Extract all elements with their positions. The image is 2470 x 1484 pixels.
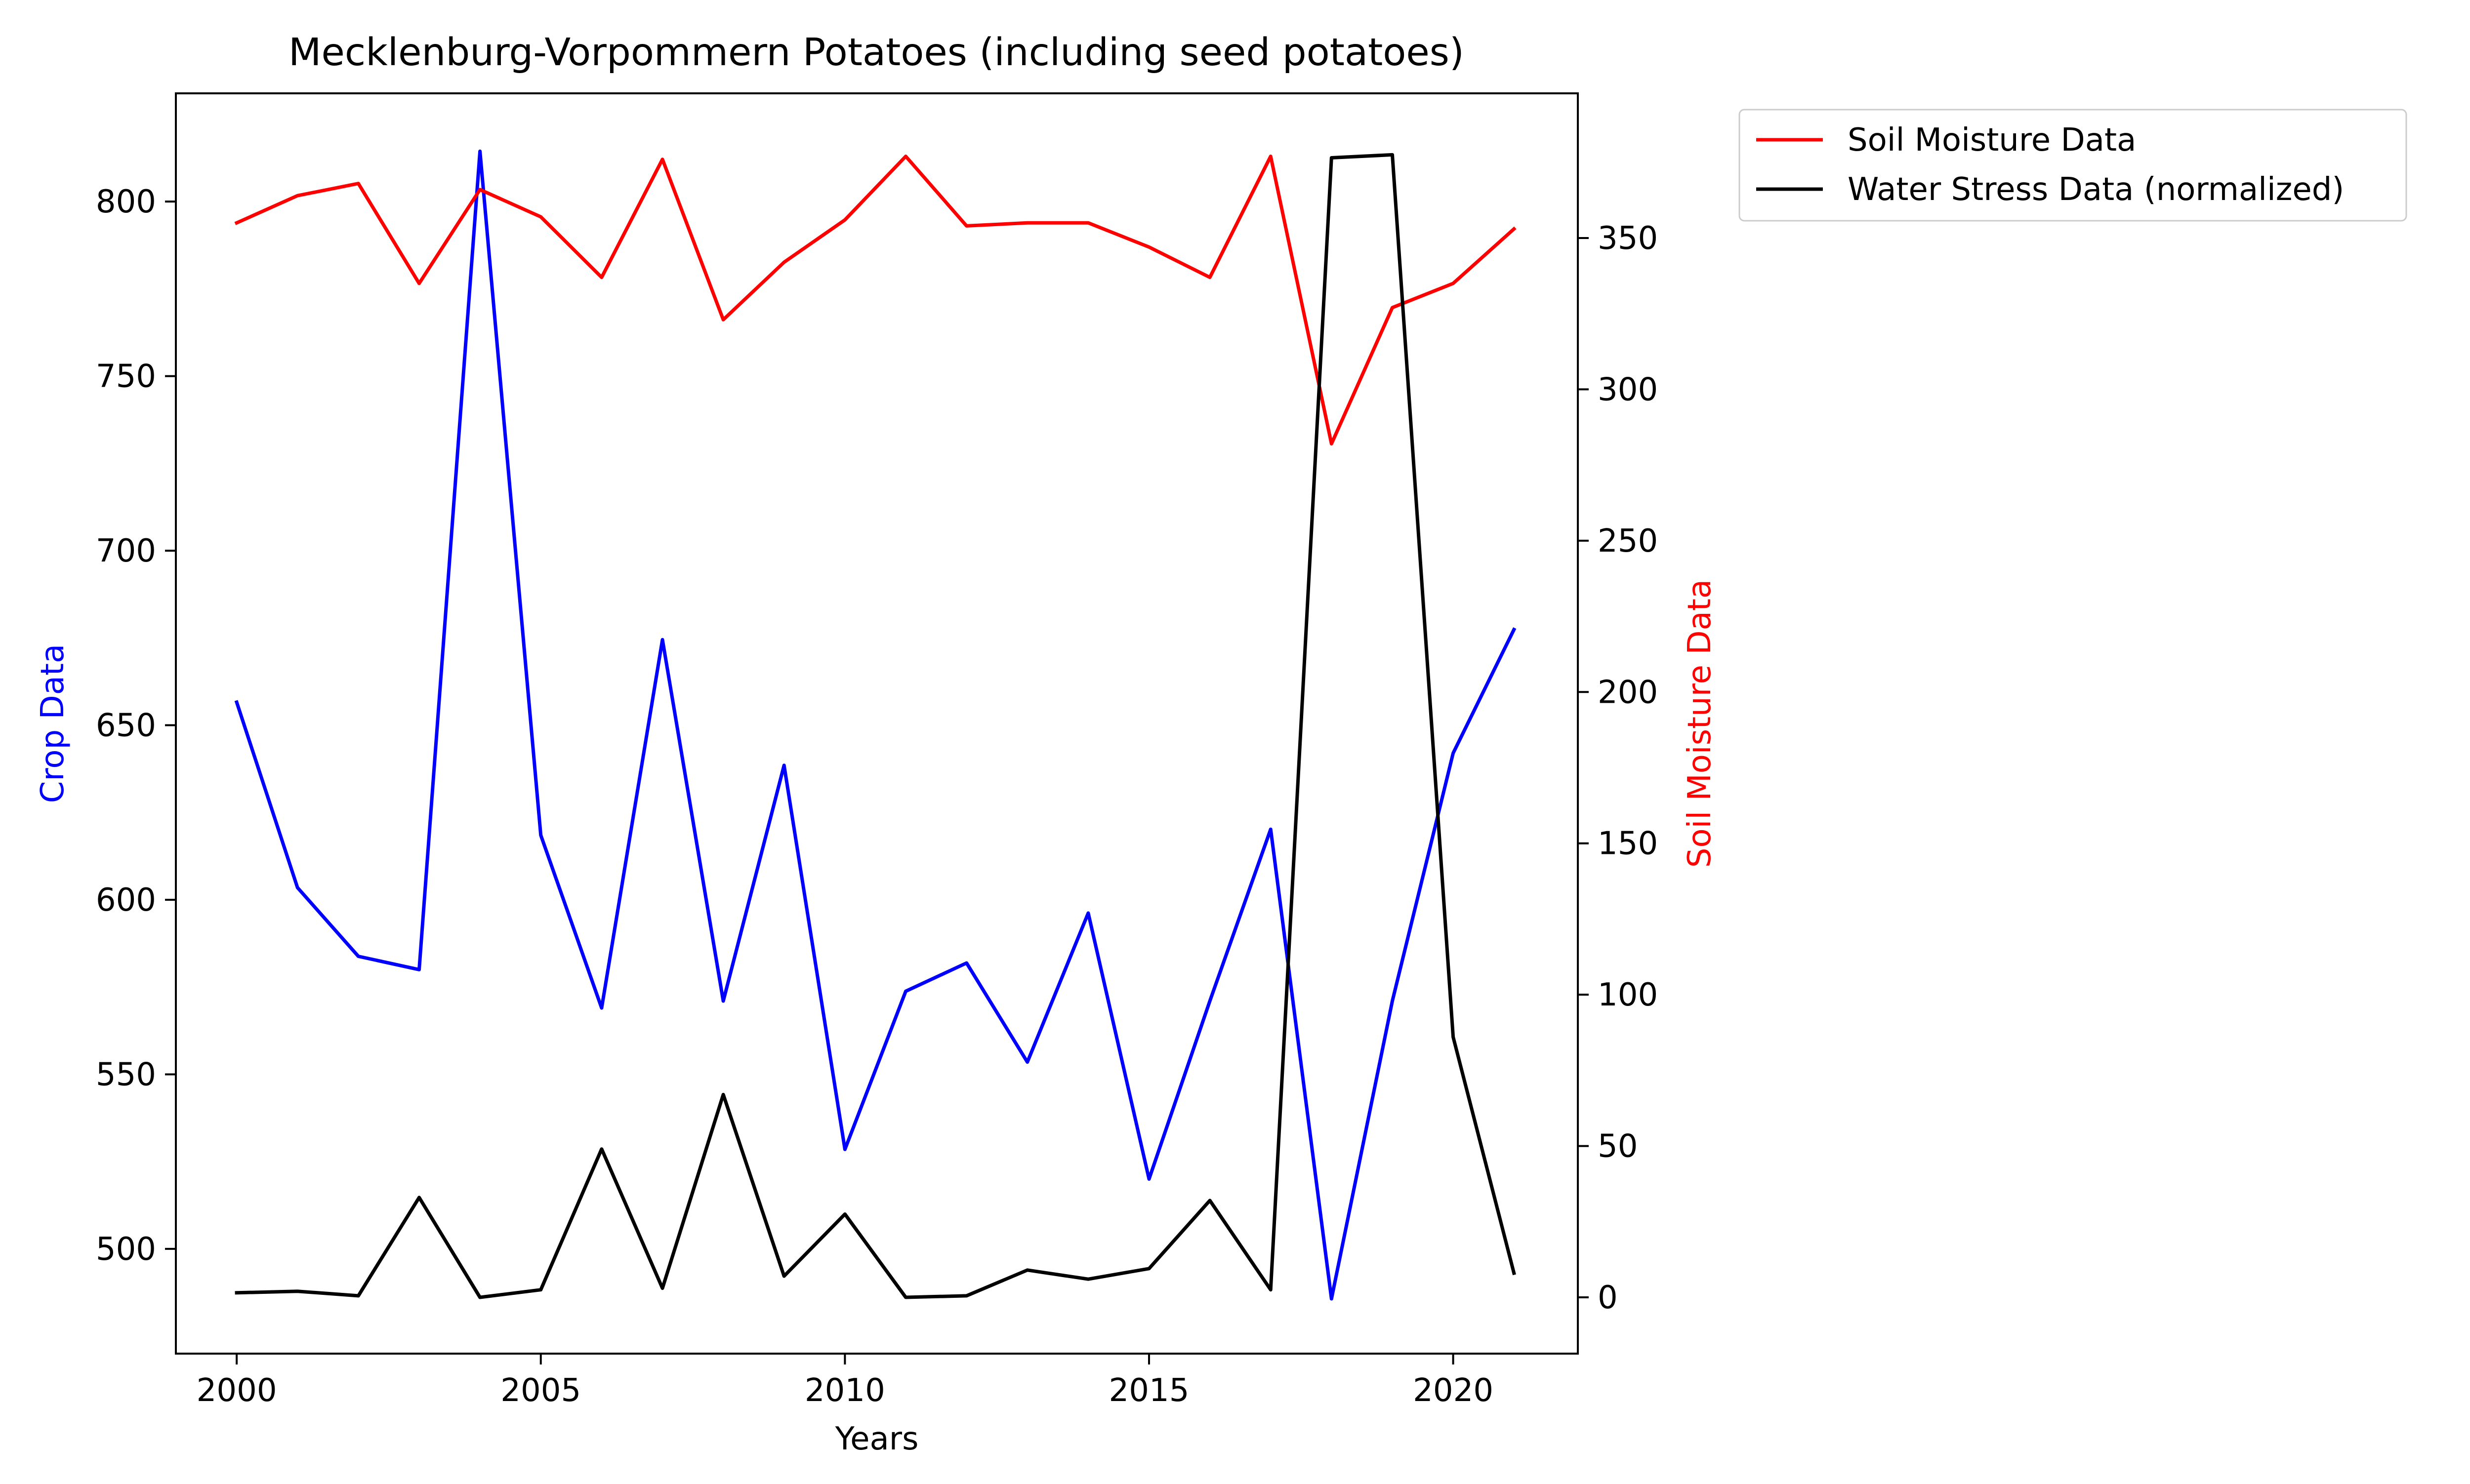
y-right-tick-label: 350 (1598, 220, 1658, 257)
y-left-tick-label: 600 (96, 882, 156, 919)
x-axis-label: Years (835, 1421, 919, 1457)
y-right-tick-label: 250 (1598, 523, 1658, 560)
x-tick-label: 2010 (805, 1372, 885, 1409)
x-tick-label: 2000 (197, 1372, 277, 1409)
y-right-tick-label: 200 (1598, 674, 1658, 711)
y-right-tick-label: 100 (1598, 977, 1658, 1013)
x-tick-label: 2015 (1109, 1372, 1190, 1409)
legend-label-soil-moisture: Soil Moisture Data (1848, 122, 2136, 159)
y-right-tick-label: 50 (1598, 1128, 1638, 1165)
legend: Soil Moisture Data Water Stress Data (no… (1739, 110, 2406, 221)
x-tick-label: 2005 (500, 1372, 581, 1409)
y-left-tick-label: 650 (96, 708, 156, 744)
y-left-tick-label: 750 (96, 359, 156, 395)
y-left-tick-label: 500 (96, 1231, 156, 1268)
y-axis-right-label: Soil Moisture Data (1682, 579, 1718, 868)
x-tick-label: 2020 (1413, 1372, 1493, 1409)
y-left-tick-label: 800 (96, 184, 156, 220)
y-axis-left-label: Crop Data (35, 644, 71, 803)
y-right-tick-label: 0 (1598, 1280, 1618, 1316)
y-right-tick-label: 150 (1598, 826, 1658, 862)
y-right-tick-label: 300 (1598, 371, 1658, 408)
legend-label-water-stress: Water Stress Data (normalized) (1848, 171, 2344, 208)
y-left-tick-label: 550 (96, 1056, 156, 1093)
chart-title: Mecklenburg-Vorpommern Potatoes (includi… (288, 31, 1464, 75)
y-left-tick-label: 700 (96, 533, 156, 569)
